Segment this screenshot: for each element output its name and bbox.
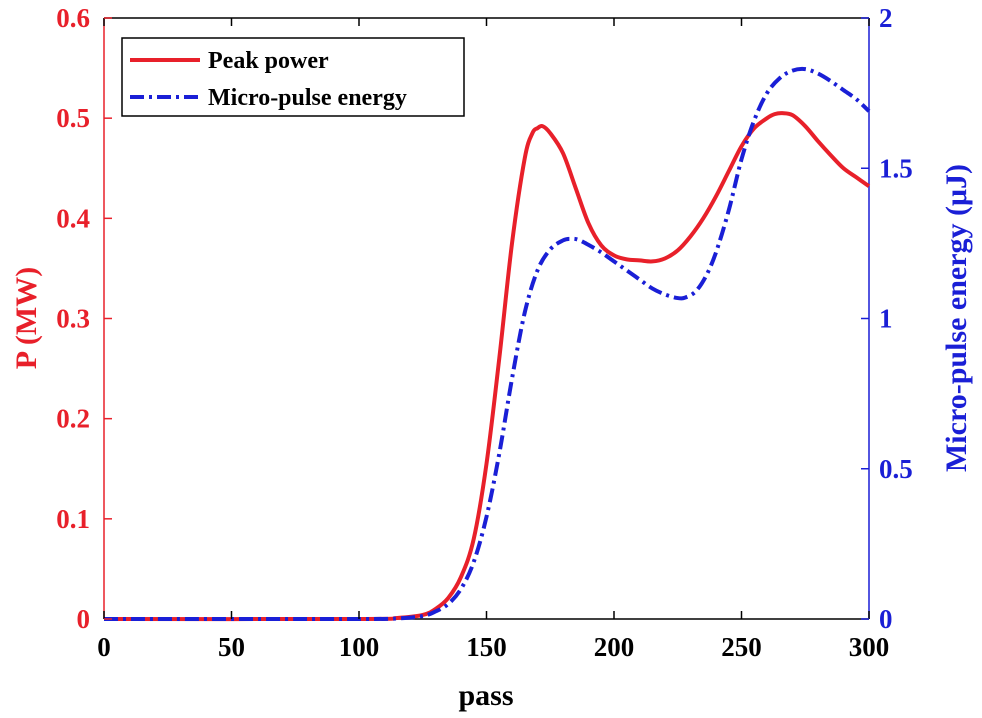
x-tick-label: 200 (594, 632, 635, 662)
y-tick-label-right: 0.5 (879, 454, 913, 484)
y-axis-title-right: Micro-pulse energy (μJ) (940, 164, 973, 472)
y-tick-label-left: 0.1 (56, 504, 90, 534)
x-tick-label: 0 (97, 632, 111, 662)
x-tick-label: 150 (466, 632, 507, 662)
legend-box (121, 37, 465, 117)
series-line-micro-pulse-energy (103, 66, 871, 622)
x-tick-label: 50 (218, 632, 245, 662)
y-tick-label-left: 0.3 (56, 304, 90, 334)
y-tick-label-right: 0 (879, 604, 893, 634)
y-tick-label-right: 1 (879, 304, 893, 334)
legend-label-peak-power: Peak power (208, 48, 329, 74)
y-tick-label-right: 1.5 (879, 153, 913, 183)
legend-label-micro-pulse-energy: Micro-pulse energy (208, 85, 407, 111)
x-tick-label: 100 (339, 632, 380, 662)
series-line-peak-power (103, 111, 871, 622)
y-tick-label-left: 0.5 (56, 103, 90, 133)
legend: Peak power Micro-pulse energy (121, 37, 465, 117)
ticks-layer: 0 50 100 150 200 250 30000.10.20.30.40.50.600.… (56, 3, 913, 662)
y-tick-label-right: 2 (879, 3, 893, 33)
y-axis-title-left: P (MW) (10, 267, 43, 369)
x-tick-label: 300 (849, 632, 890, 662)
y-tick-label-left: 0.4 (56, 203, 90, 233)
x-axis-title: pass (458, 679, 513, 712)
y-tick-label-left: 0.6 (56, 3, 90, 33)
y-tick-label-left: 0 (77, 604, 91, 634)
y-tick-label-left: 0.2 (56, 404, 90, 434)
x-tick-label: 250 (721, 632, 762, 662)
series-layer (103, 66, 871, 622)
